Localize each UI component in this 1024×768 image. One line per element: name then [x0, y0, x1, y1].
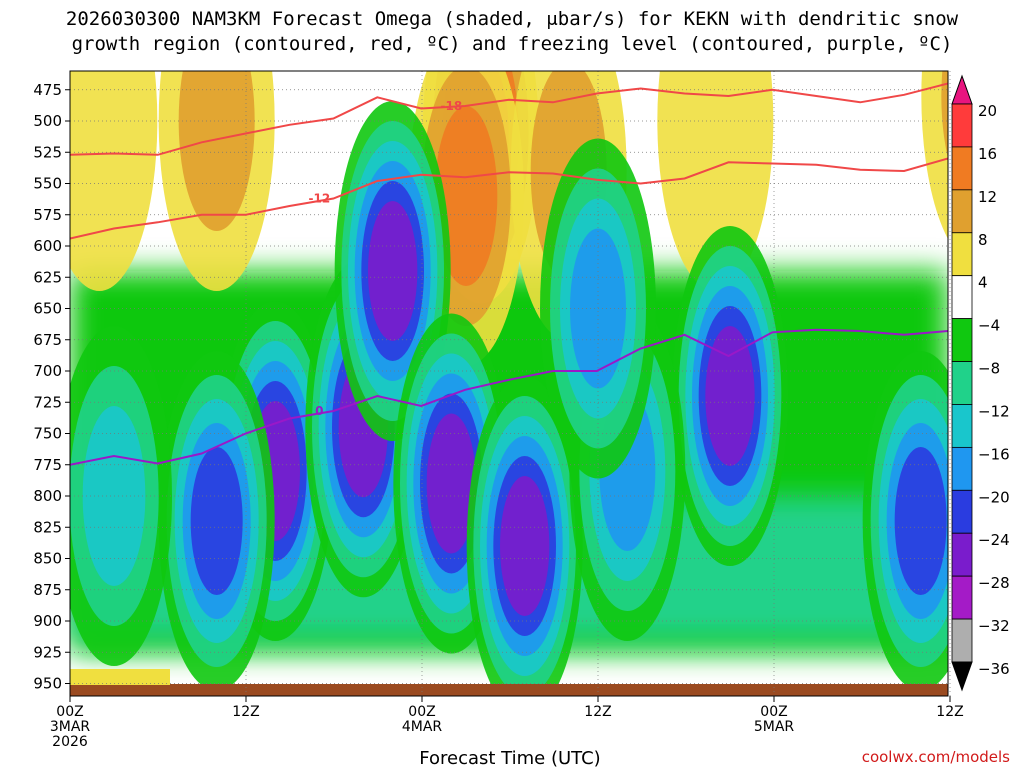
colorbar-segment-1 [951, 103, 973, 148]
dendritic-contour-1-label: -12 [308, 192, 330, 206]
x-tick-label-0-1: 3MAR [50, 719, 91, 735]
omega-blob-3-level-2 [434, 106, 498, 286]
colorbar-label-10: −24 [978, 531, 1010, 549]
surface-upward-motion-patch [70, 669, 170, 685]
colorbar-label-4: 4 [978, 274, 988, 292]
x-axis-label: Forecast Time (UTC) [419, 748, 600, 768]
colorbar: 20 16 12 8 4 −4 −8 −12 −16 −20 −24 −28 −32 −36 [951, 74, 1010, 692]
colorbar-segment-8 [951, 404, 973, 448]
temperature-contours: -18 -12 0 [70, 82, 948, 466]
dendritic-contour-1 [70, 157, 948, 240]
x-tick-label-2-1: 4MAR [402, 719, 443, 735]
colorbar-top-arrow [951, 74, 973, 105]
y-tick-label-825: 825 [33, 518, 62, 536]
omega-blob-5-level-0 [921, 71, 948, 240]
x-tick-label-2-0: 00Z [408, 704, 435, 720]
colorbar-label-13: −36 [978, 660, 1010, 678]
terrain-band [70, 669, 948, 696]
colorbar-segment-4 [951, 232, 973, 277]
plot-frame [69, 70, 949, 697]
y-tick-label-900: 900 [33, 612, 62, 630]
chart-title-line-2: growth region (contoured, red, ºC) and f… [72, 33, 953, 55]
colorbar-segment-10 [951, 489, 973, 534]
colorbar-label-9: −20 [978, 488, 1010, 506]
omega-blob-9-level-5 [368, 201, 418, 341]
y-tick-label-475: 475 [33, 81, 62, 99]
colorbar-segment-11 [951, 532, 973, 577]
y-tick-label-525: 525 [33, 143, 62, 161]
omega-shaded-field [70, 71, 948, 696]
y-tick-label-500: 500 [33, 112, 62, 130]
y-tick-label-800: 800 [33, 487, 62, 505]
colorbar-label-12: −32 [978, 617, 1010, 635]
chart-title-line-1: 2026030300 NAM3KM Forecast Omega (shaded… [66, 8, 959, 30]
terrain-surface [70, 684, 948, 696]
y-tick-label-775: 775 [33, 456, 62, 474]
colorbar-label-0: 20 [978, 102, 997, 120]
colorbar-label-8: −16 [978, 445, 1010, 463]
omega-blob-10-level-5 [426, 413, 477, 554]
y-tick-label-600: 600 [33, 237, 62, 255]
y-tick-label-725: 725 [33, 393, 62, 411]
x-tick-label-4-1: 5MAR [754, 719, 795, 735]
colorbar-segment-6 [951, 318, 973, 362]
omega-blob-11-level-5 [500, 476, 550, 616]
y-tick-label-550: 550 [33, 175, 62, 193]
colorbar-segment-3 [951, 189, 973, 234]
x-tick-label-0-2: 2026 [52, 734, 88, 750]
colorbar-bottom-arrow [951, 661, 973, 692]
omega-blob-5-level-1 [941, 71, 948, 159]
credit-link[interactable]: coolwx.com/models [862, 748, 1010, 766]
dendritic-contour-0-label: -18 [440, 99, 462, 113]
omega-blob-1-level-1 [178, 71, 255, 231]
colorbar-label-6: −8 [978, 360, 1000, 378]
y-tick-label-850: 850 [33, 550, 62, 568]
colorbar-segment-7 [951, 361, 973, 405]
colorbar-segment-12 [951, 575, 973, 620]
dendritic-contour-0 [70, 82, 948, 156]
y-tick-label-675: 675 [33, 331, 62, 349]
omega-blob-13-level-5 [705, 326, 755, 466]
colorbar-label-3: 8 [978, 231, 988, 249]
colorbar-label-11: −28 [978, 574, 1010, 592]
y-tick-label-650: 650 [33, 300, 62, 318]
y-tick-label-875: 875 [33, 581, 62, 599]
y-tick-label-700: 700 [33, 362, 62, 380]
y-axis-pressure-ticks: 475 500 525 550 575 600 625 650 675 700 725 750 775 8… [33, 81, 70, 693]
x-tick-label-3-0: 12Z [584, 704, 611, 720]
colorbar-segment-2 [951, 146, 973, 191]
y-tick-label-925: 925 [33, 643, 62, 661]
freezing-level-contour-label: 0 [315, 404, 323, 418]
colorbar-label-2: 12 [978, 188, 997, 206]
x-tick-label-5-0: 12Z [936, 704, 963, 720]
y-tick-label-750: 750 [33, 425, 62, 443]
omega-blob-12-level-4 [190, 447, 243, 595]
y-tick-label-625: 625 [33, 268, 62, 286]
omega-blob-0-level-0 [70, 71, 158, 291]
omega-blob-15-level-4 [894, 447, 947, 595]
colorbar-label-1: 16 [978, 145, 997, 163]
colorbar-label-7: −12 [978, 402, 1010, 420]
x-tick-label-0-0: 00Z [56, 704, 83, 720]
colorbar-segment-5 [951, 275, 973, 320]
y-tick-label-575: 575 [33, 206, 62, 224]
x-tick-label-1-0: 12Z [232, 704, 259, 720]
colorbar-segment-9 [951, 446, 973, 491]
x-tick-label-4-0: 00Z [760, 704, 787, 720]
colorbar-segment-13 [951, 618, 973, 663]
colorbar-label-5: −4 [978, 317, 1000, 335]
freezing-level-contour [70, 328, 948, 466]
y-tick-label-950: 950 [33, 675, 62, 693]
